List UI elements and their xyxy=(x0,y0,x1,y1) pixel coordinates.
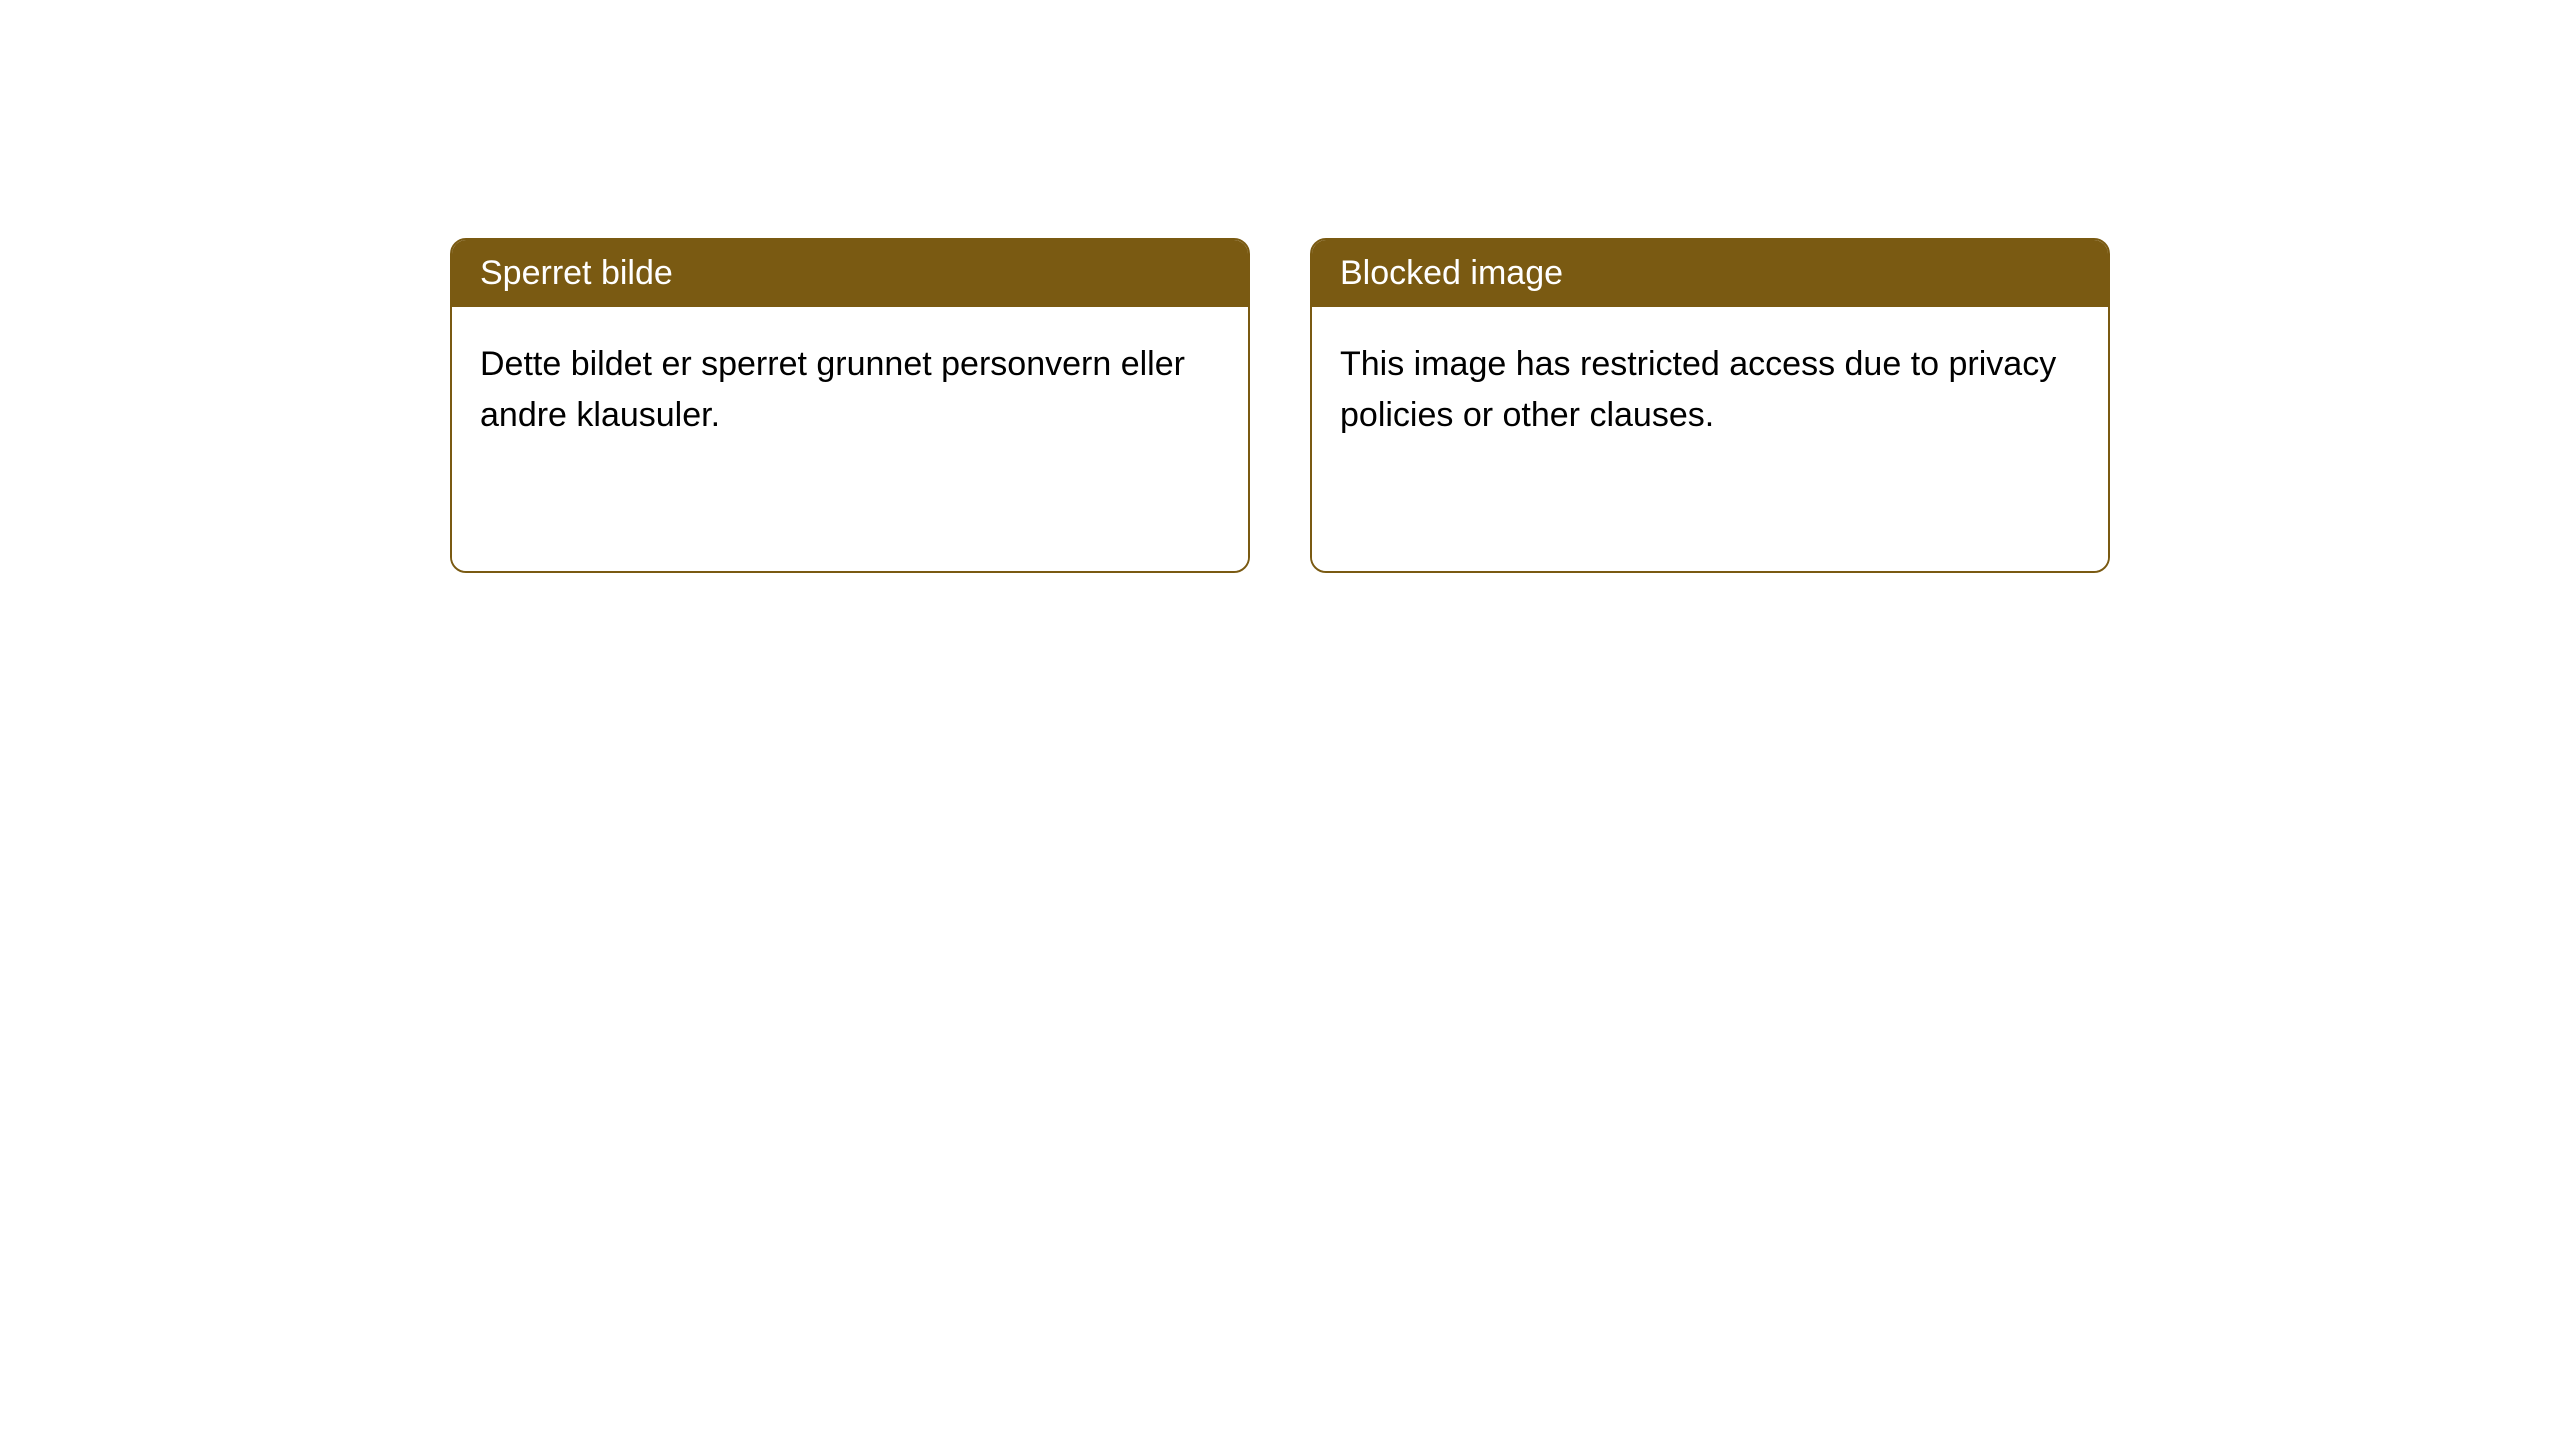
card-title: Blocked image xyxy=(1340,254,1563,292)
card-header: Blocked image xyxy=(1312,240,2108,307)
blocked-image-card-english: Blocked image This image has restricted … xyxy=(1310,238,2110,573)
card-body: This image has restricted access due to … xyxy=(1312,307,2108,571)
card-message: This image has restricted access due to … xyxy=(1340,339,2080,441)
cards-container: Sperret bilde Dette bildet er sperret gr… xyxy=(450,238,2110,573)
card-title: Sperret bilde xyxy=(480,254,673,292)
card-message: Dette bildet er sperret grunnet personve… xyxy=(480,339,1220,441)
blocked-image-card-norwegian: Sperret bilde Dette bildet er sperret gr… xyxy=(450,238,1250,573)
card-body: Dette bildet er sperret grunnet personve… xyxy=(452,307,1248,571)
card-header: Sperret bilde xyxy=(452,240,1248,307)
